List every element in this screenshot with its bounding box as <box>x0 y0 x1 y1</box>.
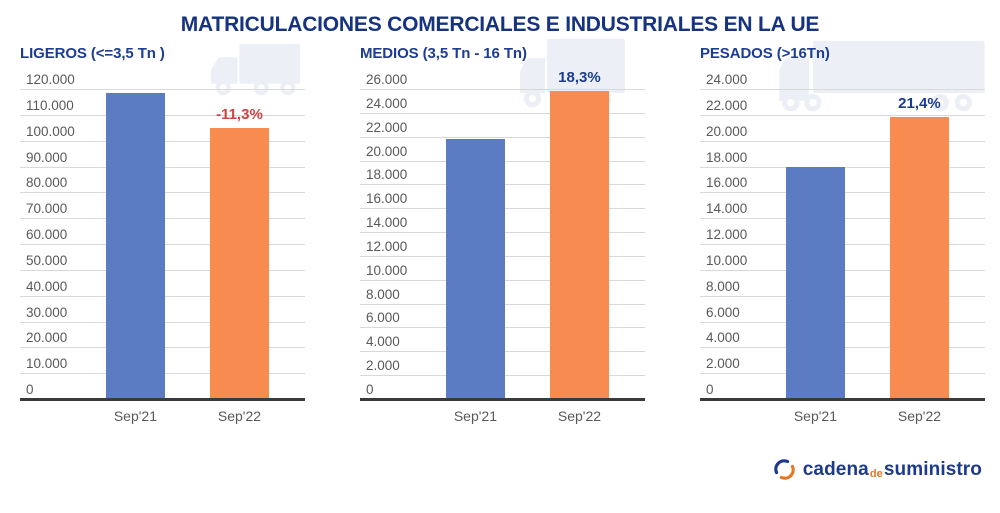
bar-sep22 <box>209 127 270 399</box>
x-label-sep22: Sep'22 <box>557 408 602 424</box>
y-tick-label: 22.000 <box>706 97 748 113</box>
bar-sep21 <box>445 139 506 399</box>
chart-title-ligeros: LIGEROS (<=3,5 Tn ) <box>20 45 165 62</box>
y-tick-label: 2.000 <box>706 356 740 372</box>
x-label-sep21: Sep'21 <box>113 408 157 424</box>
y-tick-label: 8.000 <box>706 278 740 294</box>
y-tick-label: 10.000 <box>706 252 748 268</box>
x-label-sep22: Sep'22 <box>897 408 942 424</box>
y-tick-label: 0 <box>26 382 34 397</box>
y-tick-label: 24.000 <box>366 95 408 111</box>
y-tick-label: 12.000 <box>366 238 408 254</box>
y-tick-label: 110.000 <box>26 97 74 113</box>
y-tick-label: 18.000 <box>366 167 408 183</box>
chart-panel-medios: MEDIOS (3,5 Tn - 16 Tn) 18,3% 26.000 24.0… <box>360 38 645 432</box>
y-tick-label: 70.000 <box>26 201 68 217</box>
y-tick-label: 120.000 <box>26 72 75 87</box>
y-tick-label: 80.000 <box>26 175 68 191</box>
x-label-sep21: Sep'21 <box>793 408 837 424</box>
y-tick-label: 30.000 <box>26 304 68 320</box>
chart-title-pesados: PESADOS (>16Tn) <box>700 45 830 62</box>
y-tick-label: 24.000 <box>706 72 748 87</box>
y-tick-label: 14.000 <box>706 201 748 217</box>
plot-wrap: 18,3% 26.000 24.000 22.000 20.000 18.000 16.0… <box>360 69 645 401</box>
plot-wrap: -11,3% 120.000 110.000 100.000 90.000 80.000… <box>20 72 305 401</box>
y-tick-label: 50.000 <box>26 252 68 268</box>
light-truck-icon <box>210 43 301 96</box>
plot-wrap: 21,4% 24.000 22.000 20.000 18.000 16.000 14.0… <box>700 72 985 401</box>
chart-title-medios: MEDIOS (3,5 Tn - 16 Tn) <box>360 45 527 62</box>
gridline <box>360 112 645 114</box>
page-title: MATRICULACIONES COMERCIALES E INDUSTRIAL… <box>180 13 820 36</box>
gridline <box>360 89 645 90</box>
change-label: 21,4% <box>898 94 941 112</box>
footer: cadenadesuministro <box>0 432 1000 481</box>
y-tick-label: 90.000 <box>26 149 68 165</box>
gridline <box>360 136 645 138</box>
y-tick-label: 8.000 <box>366 286 400 302</box>
y-tick-label: 20.000 <box>366 143 408 159</box>
bar-plot-ligeros: -11,3% 120.000 110.000 100.000 90.000 80.000… <box>20 72 305 401</box>
bar-plot-medios: 18,3% 26.000 24.000 22.000 20.000 18.000 16.0… <box>360 69 645 401</box>
y-tick-label: 2.000 <box>366 358 400 374</box>
y-tick-label: 18.000 <box>706 149 748 165</box>
y-tick-label: 10.000 <box>366 262 408 278</box>
y-tick-label: 20.000 <box>706 123 748 139</box>
y-tick-label: 12.000 <box>706 227 748 242</box>
x-axis-labels: Sep'21 Sep'22 <box>360 406 645 432</box>
chart-panel-pesados: PESADOS (>16Tn) 21,4% 24.000 22.000 20.000… <box>700 40 985 432</box>
bar-sep21 <box>105 92 166 399</box>
y-tick-label: 0 <box>706 382 714 397</box>
y-tick-label: 0 <box>366 382 374 397</box>
y-tick-label: 6.000 <box>706 304 740 320</box>
y-tick-label: 10.000 <box>26 356 68 372</box>
y-tick-label: 16.000 <box>366 191 408 207</box>
y-tick-label: 4.000 <box>706 330 740 346</box>
chart-panel-ligeros: LIGEROS (<=3,5 Tn ) -11,3% 120.000 110.00… <box>20 43 305 432</box>
logo-circle-arrows-icon <box>774 459 795 480</box>
x-label-sep21: Sep'21 <box>453 408 497 424</box>
x-axis-line <box>360 398 645 401</box>
heavy-truck-icon <box>779 40 985 112</box>
y-tick-label: 40.000 <box>26 278 68 294</box>
x-axis-line <box>700 398 985 401</box>
y-tick-label: 22.000 <box>366 119 408 135</box>
y-tick-label: 16.000 <box>706 175 748 191</box>
x-label-sep22: Sep'22 <box>217 408 262 424</box>
gridline <box>700 114 985 116</box>
change-label: -11,3% <box>216 105 263 123</box>
gridline <box>700 89 985 90</box>
y-tick-label: 20.000 <box>26 330 68 346</box>
x-axis-labels: Sep'21 Sep'22 <box>700 406 985 432</box>
bar-plot-pesados: 21,4% 24.000 22.000 20.000 18.000 16.000 14.0… <box>700 72 985 401</box>
y-tick-label: 26.000 <box>366 72 408 87</box>
change-label: 18,3% <box>558 69 601 87</box>
charts-row: LIGEROS (<=3,5 Tn ) -11,3% 120.000 110.00… <box>0 38 1000 432</box>
logo-text: cadenadesuministro <box>802 458 982 480</box>
logo-de-text: de <box>869 467 883 480</box>
y-tick-label: 100.000 <box>26 123 75 139</box>
x-axis-line <box>20 398 305 401</box>
gridline <box>700 140 985 142</box>
bar-sep21 <box>785 166 846 399</box>
bar-sep22 <box>549 91 610 399</box>
y-tick-label: 14.000 <box>366 215 408 231</box>
x-axis-labels: Sep'21 Sep'22 <box>20 406 305 432</box>
y-tick-label: 6.000 <box>366 310 400 326</box>
bar-sep22 <box>889 116 950 399</box>
y-tick-label: 60.000 <box>26 227 68 242</box>
y-tick-label: 4.000 <box>366 334 400 350</box>
gridline <box>20 89 305 90</box>
cadena-de-suministro-logo: cadenadesuministro <box>773 458 982 481</box>
